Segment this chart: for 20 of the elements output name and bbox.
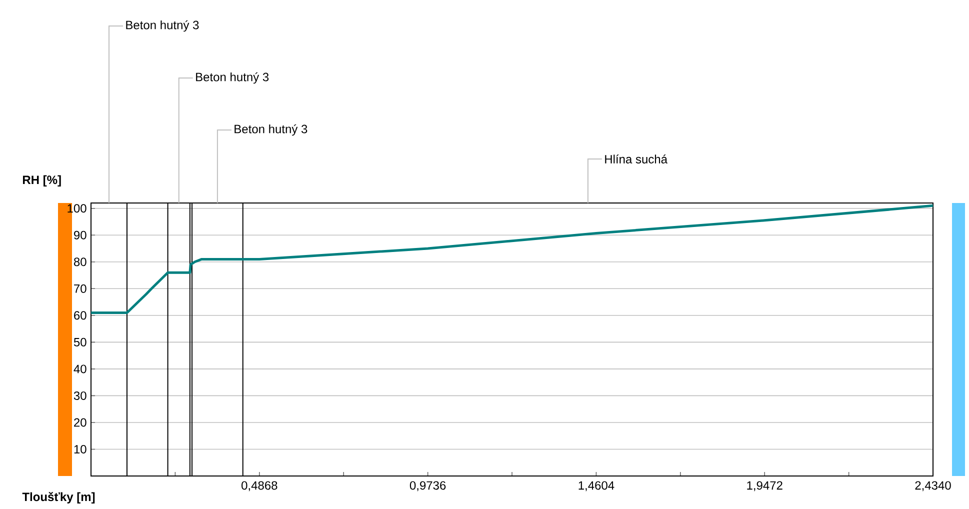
x-tick-label: 1,4604: [578, 481, 614, 492]
y-tick-label: 60: [74, 311, 86, 320]
text: Hlína suchá: [605, 154, 668, 164]
y-tick-label: 20: [74, 418, 86, 427]
x-tick-label: 0,9736: [410, 481, 446, 492]
text: Beton hutný 3: [196, 72, 269, 84]
y-tick-label: 50: [74, 338, 86, 346]
x-tick-label: 1,9472: [747, 481, 782, 492]
text: Beton hutný 3: [126, 20, 199, 32]
y-tick-label: 70: [74, 284, 86, 293]
x-tick-label: 2,4340: [915, 481, 951, 492]
text: Beton hutný 3: [234, 124, 308, 136]
y-tick-label: 10: [74, 444, 86, 454]
y-tick-label: 80: [74, 258, 86, 266]
y-tick-label: 40: [74, 364, 86, 374]
x-tick-label: 0,4868: [242, 481, 278, 492]
y-tick-label: 30: [74, 391, 86, 400]
y-axis-title: RH [%]: [22, 175, 61, 186]
y-tick-label: 90: [74, 230, 86, 240]
x-axis-title: Tloušťky [m]: [22, 492, 95, 504]
